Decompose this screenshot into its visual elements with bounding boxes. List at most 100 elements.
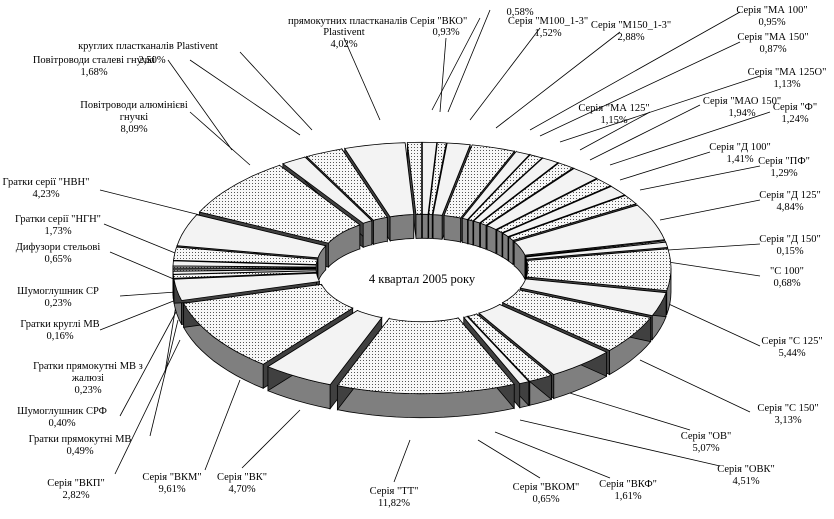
slice-top (282, 156, 373, 224)
slice-label-line: Серія "Ф" (773, 102, 817, 113)
slice-label: Гратки прямокутні МВ з жалюзі 0,23% (33, 361, 143, 396)
slice-top (472, 157, 559, 224)
slice-label-line: 0,68% (773, 278, 800, 289)
slice-label: Повітроводи сталеві гнучкі 1,68% (33, 55, 155, 78)
slice-top (305, 148, 388, 221)
slice-label: Серія "М100_1-3" 1,52% (508, 16, 588, 39)
slice-label-line: 1,13% (773, 79, 800, 90)
slice-top (496, 178, 612, 234)
slice-label-line: Серія "Д 125" (759, 190, 821, 201)
slice-label-line: Серія "МА 100" (736, 5, 807, 16)
slice-label: Серія "С 150" 3,13% (757, 403, 818, 426)
slice-label: Гратки серії "НВН" 4,23% (3, 177, 90, 200)
slice-label-line: Повітроводи алюмінієві (80, 100, 188, 111)
slice-inner-wall (496, 229, 503, 258)
leader-line (343, 37, 381, 121)
pie-slice (336, 316, 515, 419)
slice-label-line: круглих пластканалів Plastivent (78, 41, 218, 52)
leader-line (204, 379, 241, 471)
leader-line (149, 319, 179, 437)
slice-label-line: 0,23% (44, 298, 71, 309)
slice-label-line: Серія "МАО 150" (703, 96, 781, 107)
slice-label-line: 2,50% (138, 55, 165, 66)
slice-label-line: 0,65% (532, 494, 559, 505)
slice-label-line: Серія "ПФ" (758, 156, 810, 167)
leader-line (639, 165, 761, 191)
slice-label-line: 4,51% (732, 476, 759, 487)
slice-label-line: Серія "ОВ" (681, 431, 732, 442)
slice-inner-wall (362, 220, 373, 248)
slice-label-line: Серія "ТТ" (370, 486, 419, 497)
slice-label: Повітроводи алюмінієві гнучкі 8,09% (80, 100, 188, 135)
slice-top (173, 246, 318, 265)
leader-line (477, 439, 541, 479)
slice-label-line: 11,82% (378, 498, 410, 509)
slice-inner-wall (422, 213, 429, 239)
slice-top (479, 162, 574, 226)
slice-label-line: Серія "МА 125О" (748, 67, 827, 78)
slice-inner-wall (502, 232, 509, 262)
slice-top (432, 142, 471, 216)
slice-label: Серія "ОВК" 4,51% (717, 464, 775, 487)
slice-label: Дифузори стельові 0,65% (16, 242, 101, 265)
slice-label-line: Повітроводи сталеві гнучкі (33, 55, 155, 66)
slice-label-line: Серія "С 150" (757, 403, 818, 414)
slice-top (336, 317, 515, 395)
slice-label-line: 9,61% (158, 484, 185, 495)
leader-line (559, 75, 761, 143)
slice-label: Plastivent 4,02% (323, 27, 364, 50)
slice-label: Серія "МАО 150" 1,94% (703, 96, 781, 119)
slice-label-line: Шумоглушник СР (17, 286, 99, 297)
slice-label-line: Шумоглушник СРФ (17, 406, 107, 417)
slice-label-line: Серія "Д 150" (759, 234, 821, 245)
slice-label: Серія "ОВ" 5,07% (681, 431, 732, 454)
leader-line (495, 31, 621, 129)
slice-label-line: Серія "ОВК" (717, 464, 775, 475)
leader-line (469, 27, 541, 121)
slice-inner-wall (480, 222, 487, 250)
leader-line (659, 199, 761, 221)
slice-label: Серія "ПФ" 1,29% (758, 156, 810, 179)
slice-label-line: 0,23% (74, 385, 101, 396)
slice-top (513, 204, 666, 256)
slice-label: Серія "Д 100" 1,41% (709, 142, 771, 165)
leader-line (439, 37, 447, 113)
slice-label-line: 1,61% (614, 491, 641, 502)
slice-label-line: 1,94% (728, 108, 755, 119)
slice-top (461, 151, 531, 220)
slice-label: Шумоглушник СР 0,23% (17, 286, 99, 309)
leader-line (639, 359, 751, 413)
leader-line (119, 291, 177, 297)
slice-label-line: 1,73% (44, 226, 71, 237)
slice-label: Серія "МА 125" 1,15% (578, 103, 649, 126)
slice-label-line: 8,09% (120, 124, 147, 135)
slice-label-line: 4,23% (32, 189, 59, 200)
leader-line (559, 389, 691, 431)
slice-top (463, 316, 530, 385)
leader-line (659, 299, 761, 347)
slice-inner-wall (373, 216, 388, 245)
slice-top (519, 278, 667, 317)
slice-label-line: 0,87% (759, 44, 786, 55)
slice-label-line: 4,84% (776, 202, 803, 213)
slice-inner-wall (389, 214, 415, 242)
slice-label-line: Серія "ВК" (217, 472, 267, 483)
slice-label: Серія "Д 150" 0,15% (759, 234, 821, 257)
slice-top (344, 142, 415, 218)
slice-label-line: гнучкі (120, 112, 149, 123)
slice-label-line: 4,70% (228, 484, 255, 495)
slice-label-line: жалюзі (71, 373, 104, 384)
leader-line (189, 111, 251, 166)
leader-line (667, 243, 761, 251)
leader-line (189, 59, 301, 136)
slice-inner-wall (432, 214, 443, 240)
slice-label-line: Гратки прямокутні МВ (29, 434, 132, 445)
leader-line (667, 261, 761, 277)
slice-label-line: "С 100" (770, 266, 804, 277)
leader-line (579, 111, 651, 151)
slice-label-line: Plastivent (323, 27, 364, 38)
slice-top (428, 142, 447, 215)
slice-label-line: Серія "МА 150" (737, 32, 808, 43)
